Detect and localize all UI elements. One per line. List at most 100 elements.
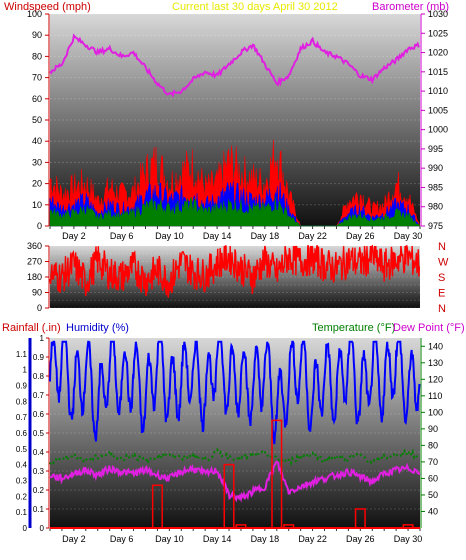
compass-label: N (438, 241, 446, 253)
tick-label: 40 (428, 506, 438, 516)
temperature-axis: 40 50 60 70 80 90 100 110 120 130 140 (420, 338, 443, 528)
series-dew-point (49, 460, 421, 503)
tick-label: 1 (23, 366, 28, 375)
x-tick-label: Day 6 (110, 534, 134, 544)
tick-label: 0 (23, 524, 28, 533)
tick-label: 0.5 (33, 429, 45, 438)
tick-label: 1020 (428, 48, 448, 58)
tick-label: 1010 (428, 86, 448, 96)
tick-label: 360 (27, 241, 42, 251)
tick-label: 0.3 (33, 467, 45, 476)
compass-label: E (438, 288, 445, 300)
tick-label: 90 (428, 424, 438, 434)
series-barometer (49, 33, 420, 98)
x-tick-label: Day 2 (62, 231, 86, 241)
x-tick-label: Day 10 (155, 534, 184, 544)
x-tick-label: Day 30 (394, 534, 423, 544)
x-tick-label: Day 6 (110, 231, 134, 241)
tick-label: 180 (27, 272, 42, 282)
x-tick-label: Day 30 (394, 231, 423, 241)
x-tick-label: Day 10 (155, 231, 184, 241)
tick-label: 0.8 (33, 372, 45, 381)
tick-label: 0.1 (33, 505, 45, 514)
tick-label: 1030 (428, 9, 448, 19)
barometer-axis-label: Barometer (mb) (372, 1, 449, 13)
tick-label: 270 (27, 257, 42, 267)
direction-series (49, 244, 421, 298)
rainfall-bar (235, 524, 247, 528)
tick-label: 0.7 (33, 391, 45, 400)
rainfall-bar (151, 484, 163, 528)
tick-label: 40 (32, 136, 42, 146)
tick-label: 1.1 (16, 350, 28, 359)
direction-axis: 0 90 180 270 360 (27, 241, 50, 313)
tick-label: 110 (428, 391, 442, 401)
tick-label: 140 (428, 341, 443, 351)
rainfall-bar (354, 508, 366, 528)
tick-label: 980 (428, 202, 443, 212)
x-tick-label: Day 2 (62, 534, 86, 544)
compass-label: S (438, 272, 445, 284)
tick-label: 10 (32, 200, 42, 210)
x-tick-label: Day 14 (203, 534, 232, 544)
climate-x-axis: Day 2 Day 6 Day 10 Day 14 Day 18 Day 22 Day 26… (49, 528, 423, 544)
tick-label: 90 (32, 288, 42, 298)
x-tick-label: Day 18 (251, 231, 280, 241)
temperature-axis-label: Temperature (°F) (312, 322, 395, 334)
tick-label: 60 (428, 473, 438, 483)
rainfall-bar (402, 524, 414, 528)
climate-panel: Rainfall (.in) Humidity (%) Temperature … (2, 322, 465, 544)
wind-x-axis: Day 2 Day 6 Day 10 Day 14 Day 18 Day 22 Day 26… (49, 226, 423, 241)
tick-label: 90 (32, 30, 42, 40)
x-tick-label: Day 14 (203, 231, 232, 241)
tick-label: 70 (32, 73, 42, 83)
tick-label: 0.4 (16, 461, 28, 470)
windspeed-axis-label: Windspeed (mph) (4, 1, 91, 13)
tick-label: 60 (32, 94, 42, 104)
tick-label: 0.6 (33, 410, 45, 419)
x-tick-label: Day 26 (346, 534, 375, 544)
series-wind-direction (49, 244, 421, 298)
tick-label: 0.5 (16, 445, 28, 454)
rainfall-bar (283, 524, 295, 528)
tick-label: 0.3 (16, 477, 28, 486)
tick-label: 975 (428, 221, 443, 231)
tick-label: 1000 (428, 125, 448, 135)
tick-label: 0.9 (33, 353, 45, 362)
tick-label: 0.9 (16, 382, 28, 391)
tick-label: 30 (32, 157, 42, 167)
tick-label: 0 (37, 221, 42, 231)
tick-label: 985 (428, 182, 443, 192)
climate-series (49, 340, 421, 529)
tick-label: 0.7 (16, 413, 28, 422)
tick-label: 1005 (428, 105, 448, 115)
chart-title: Current last 30 days April 30 2012 (172, 1, 338, 13)
x-tick-label: Day 22 (298, 231, 327, 241)
barometer-axis: 975 980 985 990 995 1000 1005 1010 1015 1020 1025 1… (420, 9, 448, 231)
wind-barometer-panel: Windspeed (mph) Current last 30 days Apr… (4, 1, 449, 241)
tick-label: 130 (428, 358, 443, 368)
tick-label: 995 (428, 144, 443, 154)
humidity-axis: 0 0.1 0.2 0.3 0.4 0.5 0.6 0.7 0.8 0.9 1 (33, 334, 50, 533)
series-temperature (49, 447, 420, 467)
tick-label: 1015 (428, 67, 448, 77)
tick-label: 0 (40, 524, 45, 533)
humidity-axis-label: Humidity (%) (66, 322, 129, 334)
tick-label: 1 (40, 334, 45, 343)
tick-label: 100 (428, 407, 443, 417)
tick-label: 50 (428, 490, 438, 500)
wind-series (49, 33, 421, 227)
x-tick-label: Day 26 (346, 231, 375, 241)
tick-label: 1025 (428, 28, 448, 38)
x-tick-label: Day 18 (251, 534, 280, 544)
rainfall-bar (271, 419, 283, 528)
windspeed-axis: 0 10 20 30 40 50 60 70 80 90 100 (27, 9, 50, 231)
tick-label: 0.4 (33, 448, 45, 457)
dewpoint-axis-label: Dew Point (°F) (393, 322, 465, 334)
tick-label: 80 (428, 440, 438, 450)
rainfall-bar (223, 463, 235, 528)
tick-label: 990 (428, 163, 443, 173)
